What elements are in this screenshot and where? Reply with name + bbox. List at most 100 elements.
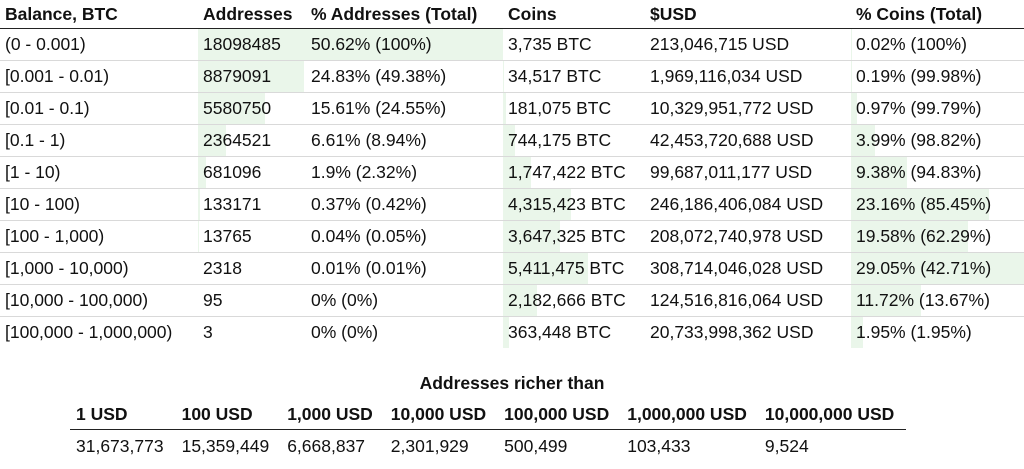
coin-share-bar: [851, 125, 875, 156]
balance-range-cell: [100,000 - 1,000,000): [0, 317, 198, 349]
coin-share-bar: [503, 189, 571, 220]
coin-share-bar: [851, 221, 968, 252]
richer-than-threshold-header: 10,000,000 USD: [758, 400, 907, 430]
coins-cell-text: 181,075 BTC: [508, 98, 612, 118]
usd-cell: 213,046,715 USD: [645, 28, 851, 61]
coins-cell: 5,411,475 BTC: [503, 252, 645, 285]
pct-addresses-cell-text: 1.9% (2.32%): [311, 162, 418, 182]
pct-addresses-cell-text: 15.61% (24.55%): [311, 98, 447, 118]
pct-coins-cell: 1.95% (1.95%): [851, 317, 1024, 348]
table-row: [100 - 1,000) 13765 0.04% (0.05%) 3,647,325…: [0, 220, 1024, 253]
usd-cell: 99,687,011,177 USD: [645, 156, 851, 189]
address-share-bar: [198, 189, 200, 220]
table-row: [10 - 100) 133171 0.37% (0.42%) 4,315,423 B…: [0, 188, 1024, 221]
table-row: [10,000 - 100,000) 95 0% (0%) 2,182,666 BTC…: [0, 284, 1024, 317]
richer-than-count-cell: 9,524: [764, 435, 809, 456]
addresses-cell-text: 681096: [203, 162, 262, 182]
coin-share-bar: [851, 285, 921, 316]
table-row: [0.001 - 0.01) 8879091 24.83% (49.38%) 34,5…: [0, 60, 1024, 93]
pct-coins-cell-text: 19.58% (62.29%): [856, 226, 992, 246]
pct-coins-cell-text: 9.38% (94.83%): [856, 162, 982, 182]
balance-range-cell-text: [0.001 - 0.01): [5, 66, 110, 86]
pct-coins-cell: 29.05% (42.71%): [851, 252, 1024, 285]
addresses-cell: 2364521: [198, 124, 306, 157]
col-header-pct-coins: % Coins (Total): [851, 0, 1024, 29]
usd-cell: 42,453,720,688 USD: [645, 124, 851, 157]
pct-addresses-cell: 0.04% (0.05%): [306, 220, 503, 253]
table-body: (0 - 0.001) 18098485 50.62% (100%) 3,735 BT…: [0, 28, 1024, 349]
usd-cell-text: 10,329,951,772 USD: [650, 98, 814, 118]
usd-cell: 10,329,951,772 USD: [645, 92, 851, 125]
coins-cell-text: 3,647,325 BTC: [508, 226, 626, 246]
balance-range-cell-text: [10 - 100): [5, 194, 80, 214]
coin-share-bar: [503, 125, 515, 156]
addresses-cell: 13765: [198, 220, 306, 253]
pct-addresses-cell-text: 0% (0%): [311, 322, 379, 342]
coin-share-bar: [503, 253, 589, 284]
coins-cell-text: 1,747,422 BTC: [508, 162, 626, 182]
coin-share-bar: [851, 253, 1024, 284]
balance-distribution-table: Balance, BTC Addresses % Addresses (Tota…: [0, 0, 1024, 348]
usd-cell-text: 213,046,715 USD: [650, 34, 790, 54]
address-share-bar: [198, 29, 306, 60]
balance-range-cell-text: [10,000 - 100,000): [5, 290, 149, 310]
coins-cell-text: 744,175 BTC: [508, 130, 612, 150]
coins-cell: 3,735 BTC: [503, 28, 645, 61]
coins-cell-text: 34,517 BTC: [508, 66, 602, 86]
usd-cell-text: 308,714,046,028 USD: [650, 258, 824, 278]
coins-cell: 1,747,422 BTC: [503, 156, 645, 189]
coin-share-bar: [851, 317, 863, 348]
pct-coins-cell: 0.19% (99.98%): [851, 60, 1024, 93]
richer-than-count-cell: 103,433: [627, 435, 691, 456]
pct-addresses-cell-text: 0.37% (0.42%): [311, 194, 427, 214]
coins-cell: 4,315,423 BTC: [503, 188, 645, 221]
coin-share-bar: [503, 93, 506, 124]
table-header-row: Balance, BTC Addresses % Addresses (Tota…: [0, 0, 1024, 29]
richer-than-count-cell: 15,359,449: [181, 435, 270, 456]
col-header-addresses: Addresses: [198, 0, 306, 29]
pct-coins-cell: 11.72% (13.67%): [851, 284, 1024, 317]
pct-addresses-cell: 0% (0%): [306, 284, 503, 317]
coins-cell: 34,517 BTC: [503, 60, 645, 93]
col-header-usd: $USD: [645, 0, 851, 29]
table-row: [100,000 - 1,000,000) 3 0% (0%) 363,448 BTC…: [0, 317, 1024, 349]
usd-cell-text: 42,453,720,688 USD: [650, 130, 814, 150]
table-row: [0.01 - 0.1) 5580750 15.61% (24.55%) 181,07…: [0, 92, 1024, 125]
coin-share-bar: [851, 157, 907, 188]
richer-than-count-cell: 31,673,773: [76, 435, 164, 456]
richer-than-threshold-header: 100,000 USD: [498, 400, 622, 430]
balance-range-cell-text: [0.01 - 0.1): [5, 98, 90, 118]
richer-than-count-cell: 2,301,929: [390, 435, 469, 456]
pct-coins-cell-text: 0.19% (99.98%): [856, 66, 982, 86]
addresses-cell-text: 3: [203, 322, 213, 342]
table-row: [0.1 - 1) 2364521 6.61% (8.94%) 744,175 BTC…: [0, 124, 1024, 157]
coin-share-bar: [851, 61, 853, 92]
table-row: (0 - 0.001) 18098485 50.62% (100%) 3,735 BT…: [0, 28, 1024, 61]
coins-cell-text: 3,735 BTC: [508, 34, 592, 54]
pct-addresses-cell: 0.37% (0.42%): [306, 188, 503, 221]
pct-coins-cell-text: 11.72% (13.67%): [856, 290, 990, 310]
pct-addresses-cell: 15.61% (24.55%): [306, 92, 503, 125]
col-header-coins: Coins: [503, 0, 645, 29]
usd-cell-text: 124,516,816,064 USD: [650, 290, 824, 310]
pct-addresses-cell: 0% (0%): [306, 317, 503, 349]
addresses-cell-text: 2364521: [203, 130, 272, 150]
coins-cell-text: 5,411,475 BTC: [508, 258, 625, 278]
pct-coins-cell: 3.99% (98.82%): [851, 124, 1024, 157]
pct-addresses-cell-text: 0% (0%): [311, 290, 379, 310]
coin-share-bar: [503, 317, 509, 348]
pct-coins-cell: 23.16% (85.45%): [851, 188, 1024, 221]
pct-coins-cell-text: 0.02% (100%): [856, 34, 967, 54]
coin-share-bar: [851, 189, 989, 220]
pct-addresses-cell-text: 6.61% (8.94%): [311, 130, 427, 150]
balance-range-cell: [10 - 100): [0, 188, 198, 221]
usd-cell-text: 1,969,116,034 USD: [650, 66, 803, 86]
coins-cell: 2,182,666 BTC: [503, 284, 645, 317]
pct-coins-cell-text: 23.16% (85.45%): [856, 194, 992, 214]
usd-cell-text: 246,186,406,084 USD: [650, 194, 824, 214]
addresses-cell: 8879091: [198, 60, 306, 93]
addresses-cell: 18098485: [198, 28, 306, 61]
coin-share-bar: [851, 93, 857, 124]
address-share-bar: [198, 61, 304, 92]
usd-cell: 246,186,406,084 USD: [645, 188, 851, 221]
